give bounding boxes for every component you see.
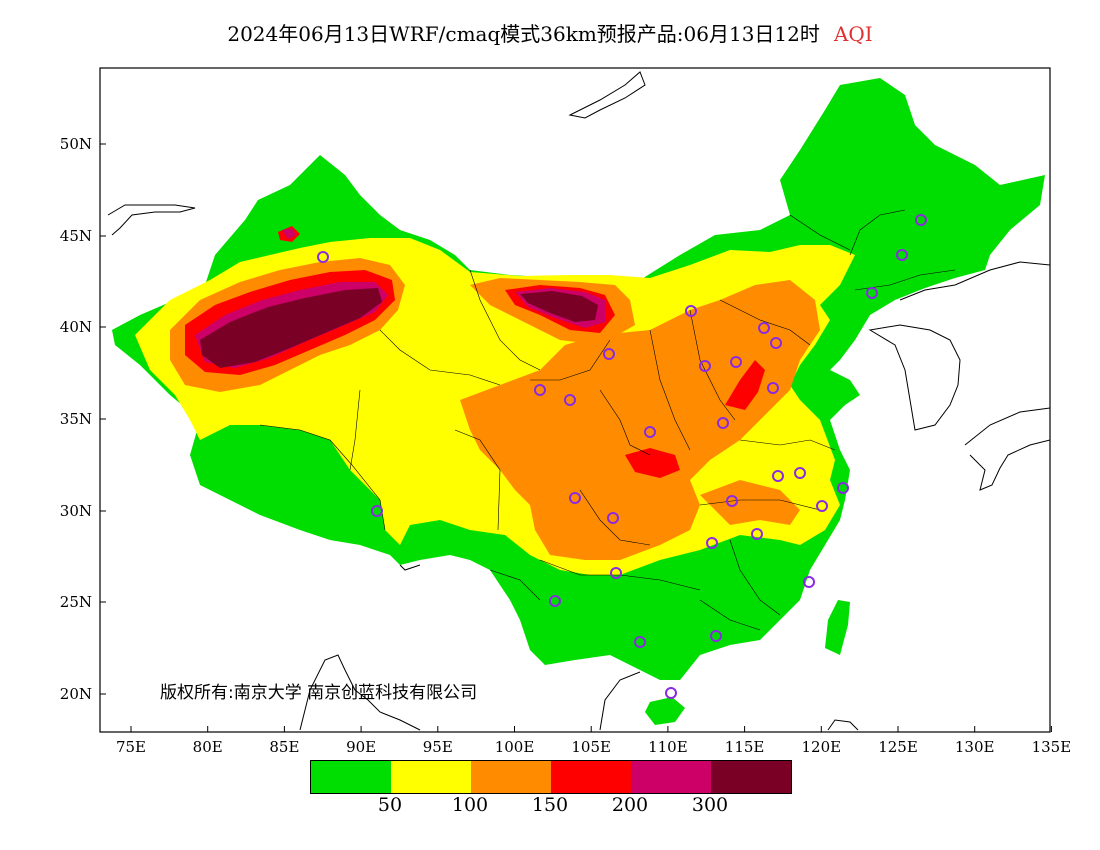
legend-swatch (631, 761, 711, 793)
hainan-land (645, 697, 685, 725)
neighbor-coastlines (107, 71, 1050, 731)
map-frame (99, 67, 1051, 733)
aqi-band-200-300-hotspot (282, 228, 296, 239)
station-marker (607, 512, 619, 524)
lon-label: 130E (955, 738, 995, 756)
lat-label: 40N (60, 318, 92, 336)
lon-label: 135E (1032, 738, 1072, 756)
aqi-band-50-100-sw (435, 470, 500, 505)
station-marker (685, 305, 697, 317)
legend-swatch (711, 761, 791, 793)
station-marker (915, 214, 927, 226)
lat-label: 25N (60, 593, 92, 611)
lon-label: 125E (878, 738, 918, 756)
lon-label: 90E (346, 738, 376, 756)
station-marker (803, 576, 815, 588)
aqi-band-150-200-central (625, 448, 680, 478)
taiwan-land (825, 600, 850, 655)
station-marker (866, 287, 878, 299)
legend-swatch (471, 761, 551, 793)
lon-label: 120E (802, 738, 842, 756)
aqi-band-100-150-east (460, 280, 820, 560)
station-marker (816, 500, 828, 512)
station-marker (610, 567, 622, 579)
station-marker (634, 636, 646, 648)
lon-label: 115E (725, 738, 765, 756)
lat-label: 45N (60, 227, 92, 245)
lon-label: 100E (495, 738, 535, 756)
lon-label: 80E (193, 738, 223, 756)
lat-label: 30N (60, 502, 92, 520)
title-main: 2024年06月13日WRF/cmaq模式36km预报产品:06月13日12时 (227, 22, 820, 46)
station-marker (730, 356, 742, 368)
station-marker (644, 426, 656, 438)
station-marker (699, 360, 711, 372)
monitoring-stations (317, 214, 927, 699)
station-marker (603, 348, 615, 360)
legend-tick-label: 50 (377, 794, 403, 816)
station-marker (569, 492, 581, 504)
station-marker (896, 249, 908, 261)
legend-swatch (551, 761, 631, 793)
lat-label: 50N (60, 135, 92, 153)
lon-labels: 75E 80E 85E 90E 95E 100E 105E 110E 115E 120E 125E 1… (116, 738, 1071, 756)
lat-label: 20N (60, 685, 92, 703)
station-marker (564, 394, 576, 406)
aqi-legend (310, 760, 792, 794)
lat-labels: 20N 25N 30N 35N 40N 45N 50N (60, 135, 92, 703)
legend-swatch (311, 761, 391, 793)
station-marker (767, 382, 779, 394)
station-marker (837, 482, 849, 494)
copyright-text: 版权所有:南京大学 南京创蓝科技有限公司 (160, 683, 478, 703)
station-marker (706, 537, 718, 549)
station-marker (710, 630, 722, 642)
station-marker (794, 467, 806, 479)
legend-tick-label: 100 (451, 794, 489, 816)
station-marker (371, 505, 383, 517)
aqi-band-300-plus-west (200, 288, 382, 368)
aqi-band-150-200-hebei (725, 360, 765, 410)
station-marker (772, 470, 784, 482)
aqi-band-300-plus-north (520, 291, 598, 322)
lon-label: 110E (648, 738, 688, 756)
axis-ticks (100, 143, 1052, 732)
legend-swatch (391, 761, 471, 793)
station-marker (665, 687, 677, 699)
station-marker (726, 495, 738, 507)
map-title: 2024年06月13日WRF/cmaq模式36km预报产品:06月13日12时 A… (0, 18, 1100, 47)
station-marker (758, 322, 770, 334)
title-product: AQI (833, 22, 873, 46)
station-marker (770, 337, 782, 349)
aqi-band-100-150-se (700, 480, 800, 525)
lat-label: 35N (60, 410, 92, 428)
station-marker (751, 528, 763, 540)
lon-label: 75E (116, 738, 146, 756)
legend-tick-label: 300 (691, 794, 729, 816)
lon-label: 105E (571, 738, 611, 756)
lon-label: 95E (423, 738, 453, 756)
province-borders (259, 209, 956, 631)
lon-label: 85E (269, 738, 299, 756)
station-marker (549, 595, 561, 607)
legend-tick-label: 200 (611, 794, 649, 816)
station-marker (317, 251, 329, 263)
station-marker (534, 384, 546, 396)
legend-tick-label: 150 (531, 794, 569, 816)
station-marker (717, 417, 729, 429)
